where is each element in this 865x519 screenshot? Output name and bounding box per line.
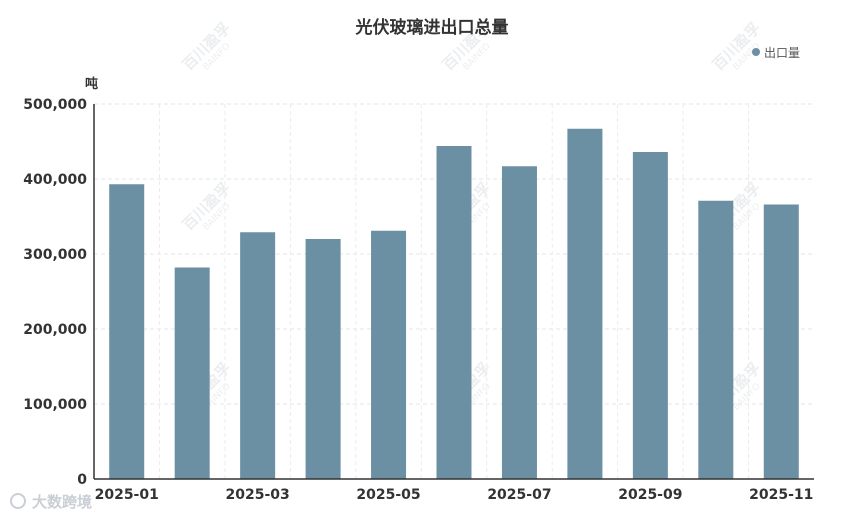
x-tick-label: 2025-07 (487, 487, 551, 503)
x-tick-label: 2025-09 (618, 487, 682, 503)
y-tick-label: 400,000 (23, 172, 87, 188)
bar[interactable] (240, 232, 276, 479)
legend-marker (752, 48, 760, 56)
y-axis-ticks: 0 100,000 200,000 300,000 400,000 500,000 (23, 97, 87, 488)
bar[interactable] (174, 267, 210, 480)
x-axis-ticks: 2025-01 2025-03 2025-05 2025-07 2025-09 2025-… (95, 487, 814, 503)
chart-title: 光伏玻璃进出口总量 (355, 17, 509, 38)
x-tick-label: 2025-05 (356, 487, 420, 503)
x-tick-label: 2025-11 (749, 487, 813, 503)
y-tick-label: 200,000 (23, 322, 87, 338)
legend[interactable]: 出口量 (752, 46, 800, 60)
bar[interactable] (698, 200, 734, 479)
footer-logo-text: 大数跨境 (32, 493, 92, 511)
bar[interactable] (501, 166, 537, 479)
bar[interactable] (109, 184, 145, 479)
bar[interactable] (632, 152, 668, 479)
y-tick-label: 100,000 (23, 397, 87, 413)
bar[interactable] (567, 128, 603, 479)
y-tick-label: 500,000 (23, 97, 87, 113)
bar[interactable] (371, 230, 407, 479)
y-axis-unit: 吨 (85, 76, 98, 92)
footer-logo: 大数跨境 (10, 493, 92, 511)
x-tick-label: 2025-01 (95, 487, 159, 503)
y-tick-label: 0 (77, 472, 87, 488)
y-tick-label: 300,000 (23, 247, 87, 263)
legend-label: 出口量 (764, 46, 800, 60)
x-tick-label: 2025-03 (226, 487, 290, 503)
bars (109, 128, 799, 480)
bar[interactable] (436, 146, 472, 479)
footer-logo-icon (10, 493, 26, 509)
bar[interactable] (305, 239, 341, 479)
bar[interactable] (763, 204, 799, 480)
